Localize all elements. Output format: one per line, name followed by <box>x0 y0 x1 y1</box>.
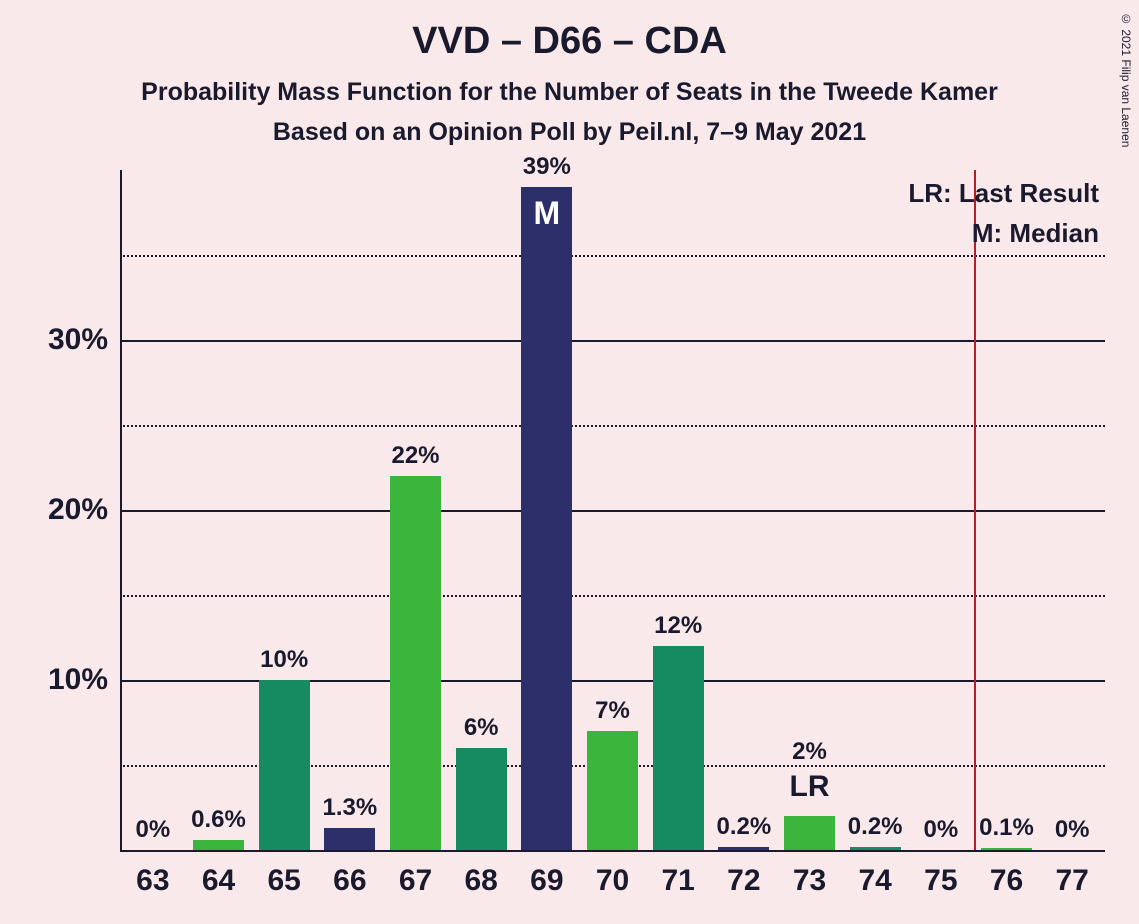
x-axis-tick-label: 63 <box>136 864 169 898</box>
y-axis-tick-label: 20% <box>48 493 108 527</box>
bar-value-label: 22% <box>391 442 439 470</box>
bar <box>653 646 704 850</box>
bar-value-label: 0% <box>135 816 170 844</box>
x-axis-tick-label: 67 <box>399 864 432 898</box>
bar-value-label: 0% <box>1055 816 1090 844</box>
bar-value-label: 6% <box>464 714 499 742</box>
chart-title: VVD – D66 – CDA <box>0 20 1139 63</box>
x-axis-tick-label: 71 <box>661 864 694 898</box>
bar <box>521 187 572 850</box>
bar-value-label: 1.3% <box>322 794 377 822</box>
lr-mark: LR <box>790 770 830 804</box>
bar-value-label: 10% <box>260 646 308 674</box>
y-axis-line <box>120 170 122 850</box>
lr-line <box>974 170 976 850</box>
chart-subtitle-2: Based on an Opinion Poll by Peil.nl, 7–9… <box>0 118 1139 147</box>
gridline-minor <box>120 255 1105 257</box>
bar <box>456 748 507 850</box>
x-axis-tick-label: 72 <box>727 864 760 898</box>
y-axis-tick-label: 10% <box>48 663 108 697</box>
chart-container: VVD – D66 – CDA Probability Mass Functio… <box>0 0 1139 924</box>
bar <box>587 731 638 850</box>
bar-value-label: 0.1% <box>979 814 1034 842</box>
bar <box>850 847 901 850</box>
gridline-major <box>120 510 1105 512</box>
x-axis-tick-label: 65 <box>267 864 300 898</box>
x-axis-tick-label: 73 <box>793 864 826 898</box>
gridline-major <box>120 340 1105 342</box>
bar <box>259 680 310 850</box>
x-axis-tick-label: 70 <box>596 864 629 898</box>
median-mark: M <box>534 195 561 232</box>
x-axis-tick-label: 66 <box>333 864 366 898</box>
x-axis-tick-label: 75 <box>924 864 957 898</box>
bar-value-label: 2% <box>792 738 827 766</box>
gridline-minor <box>120 425 1105 427</box>
bar <box>390 476 441 850</box>
x-axis-tick-label: 68 <box>464 864 497 898</box>
copyright-text: © 2021 Filip van Laenen <box>1119 12 1133 147</box>
x-axis-tick-label: 77 <box>1055 864 1088 898</box>
chart-subtitle-1: Probability Mass Function for the Number… <box>0 78 1139 107</box>
bar-value-label: 0% <box>923 816 958 844</box>
plot-area: 10%20%30%0%630.6%6410%651.3%6622%676%683… <box>120 170 1105 850</box>
bar <box>981 848 1032 850</box>
x-axis-tick-label: 74 <box>858 864 891 898</box>
bar-value-label: 39% <box>523 153 571 181</box>
x-axis-tick-label: 64 <box>202 864 235 898</box>
x-axis-tick-label: 69 <box>530 864 563 898</box>
bar <box>784 816 835 850</box>
bar-value-label: 0.6% <box>191 806 246 834</box>
y-axis-tick-label: 30% <box>48 323 108 357</box>
x-axis-tick-label: 76 <box>990 864 1023 898</box>
legend-median: M: Median <box>972 218 1099 249</box>
bar-value-label: 0.2% <box>848 813 903 841</box>
legend-lr: LR: Last Result <box>908 178 1099 209</box>
bar-value-label: 7% <box>595 697 630 725</box>
bar <box>193 840 244 850</box>
bar-value-label: 0.2% <box>716 813 771 841</box>
gridline-minor <box>120 595 1105 597</box>
x-axis-baseline <box>120 850 1105 852</box>
bar <box>324 828 375 850</box>
bar-value-label: 12% <box>654 612 702 640</box>
bar <box>718 847 769 850</box>
